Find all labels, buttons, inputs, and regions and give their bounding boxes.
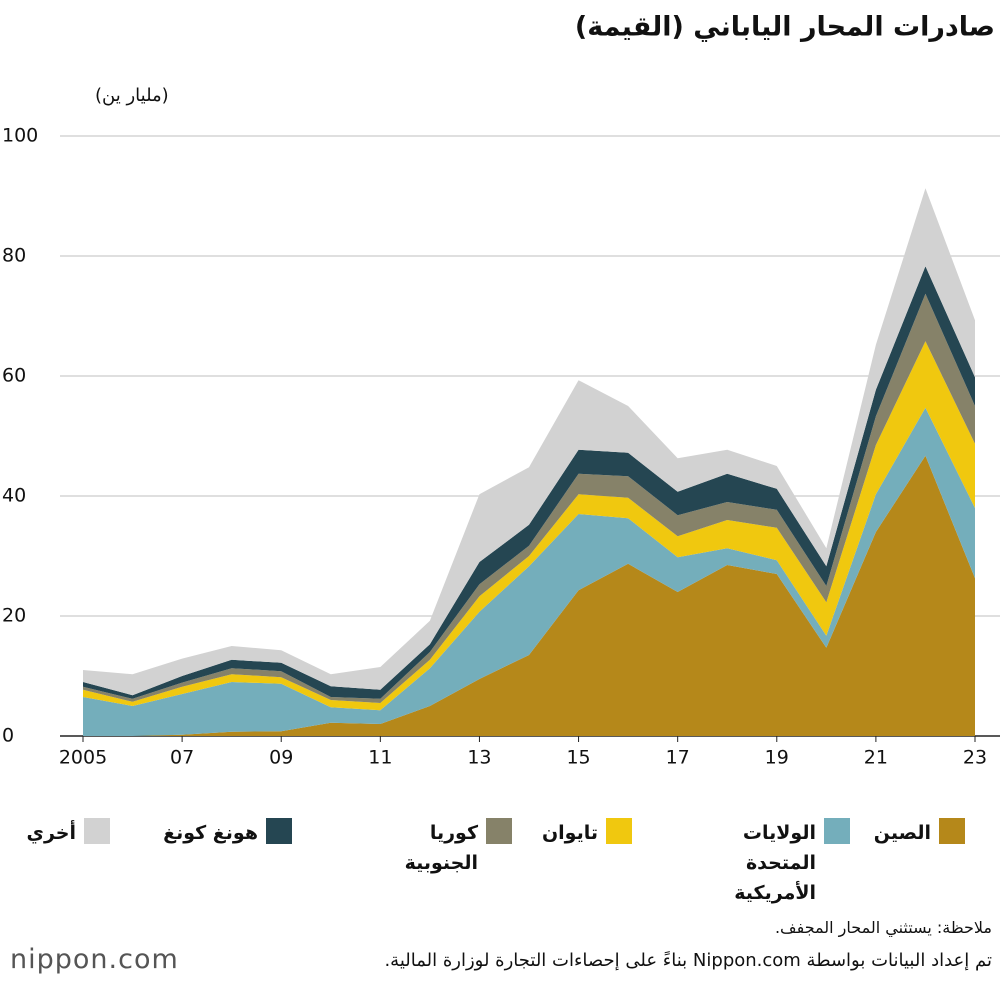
legend-label: هونغ كونغ — [163, 822, 258, 844]
x-tick-label: 19 — [765, 747, 789, 769]
x-tick-label: 23 — [963, 747, 987, 769]
x-tick-label: 13 — [467, 747, 491, 769]
x-tick-label: 11 — [368, 747, 392, 769]
areas — [83, 188, 975, 736]
logo: nippon.com — [10, 944, 179, 975]
legend-swatch — [84, 818, 110, 844]
x-tick-label: 2005 — [59, 747, 107, 769]
legend-item: تايوان — [542, 818, 632, 848]
legend-label: الولايات المتحدة الأمريكية — [734, 822, 816, 904]
x-tick-label: 07 — [170, 747, 194, 769]
legend-label: كوريا الجنوبية — [404, 822, 478, 874]
legend-item: كوريا الجنوبية — [362, 818, 512, 878]
y-tick-label: 80 — [2, 245, 26, 267]
x-tick-label: 21 — [864, 747, 888, 769]
legend-label: تايوان — [541, 822, 598, 844]
ticks: 0 20 40 60 80 100 2005 07 09 11 13 15 17 19 21 23 — [2, 125, 987, 769]
x-tick-label: 15 — [566, 747, 590, 769]
y-axis-label: (مليار ين) — [95, 85, 169, 106]
y-tick-label: 40 — [2, 485, 26, 507]
x-tick-label: 09 — [269, 747, 293, 769]
y-tick-label: 60 — [2, 365, 26, 387]
legend-item: أخري — [27, 818, 110, 848]
y-tick-label: 0 — [2, 725, 14, 747]
legend-label: أخري — [26, 822, 76, 844]
legend-item: الولايات المتحدة الأمريكية — [670, 818, 850, 908]
x-tick-label: 17 — [666, 747, 690, 769]
legend-swatch — [939, 818, 965, 844]
legend-swatch — [486, 818, 512, 844]
source: تم إعداد البيانات بواسطة Nippon.com بناء… — [384, 950, 992, 971]
legend-item: الصين — [874, 818, 965, 848]
legend-swatch — [824, 818, 850, 844]
y-tick-label: 100 — [2, 125, 38, 147]
area — [83, 455, 975, 736]
legend-swatch — [606, 818, 632, 844]
chart-title: صادرات المحار الياباني (القيمة) — [575, 12, 995, 43]
legend-label: الصين — [873, 822, 931, 844]
y-tick-label: 20 — [2, 605, 26, 627]
legend-swatch — [266, 818, 292, 844]
area — [83, 407, 975, 736]
legend-item: هونغ كونغ — [163, 818, 292, 848]
note: ملاحظة: يستثني المحار المجفف. — [774, 918, 992, 937]
